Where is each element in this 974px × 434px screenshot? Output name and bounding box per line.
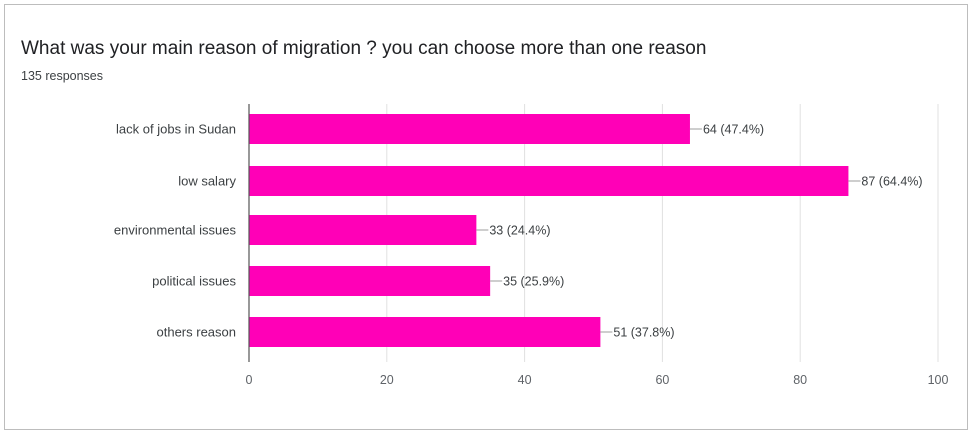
data-label-3: 35 (25.9%) [503, 275, 564, 289]
data-label-1: 87 (64.4%) [861, 175, 922, 189]
bar-3 [249, 266, 491, 296]
category-label-0: lack of jobs in Sudan [116, 122, 236, 137]
x-tick-label-0: 0 [246, 373, 253, 387]
category-label-1: low salary [178, 174, 236, 189]
bar-4 [249, 317, 601, 347]
category-label-3: political issues [152, 274, 236, 289]
x-tick-label-80: 80 [793, 373, 807, 387]
x-tick-label-20: 20 [380, 373, 394, 387]
chart-title: What was your main reason of migration ?… [21, 38, 707, 59]
x-tick-label-100: 100 [928, 373, 949, 387]
category-label-2: environmental issues [114, 223, 237, 238]
x-tick-label-60: 60 [655, 373, 669, 387]
data-label-4: 51 (37.8%) [613, 326, 674, 340]
chart-card: What was your main reason of migration ?… [4, 4, 968, 430]
bar-0 [249, 114, 690, 144]
data-label-0: 64 (47.4%) [703, 123, 764, 137]
x-tick-label-40: 40 [518, 373, 532, 387]
bar-2 [249, 215, 477, 245]
bar-1 [249, 166, 849, 196]
category-label-4: others reason [157, 325, 237, 340]
data-label-2: 33 (24.4%) [489, 224, 550, 238]
response-count: 135 responses [21, 69, 104, 83]
bar-chart: 64 (47.4%) lack of jobs in Sudan 87 (64.4%… [114, 104, 949, 387]
